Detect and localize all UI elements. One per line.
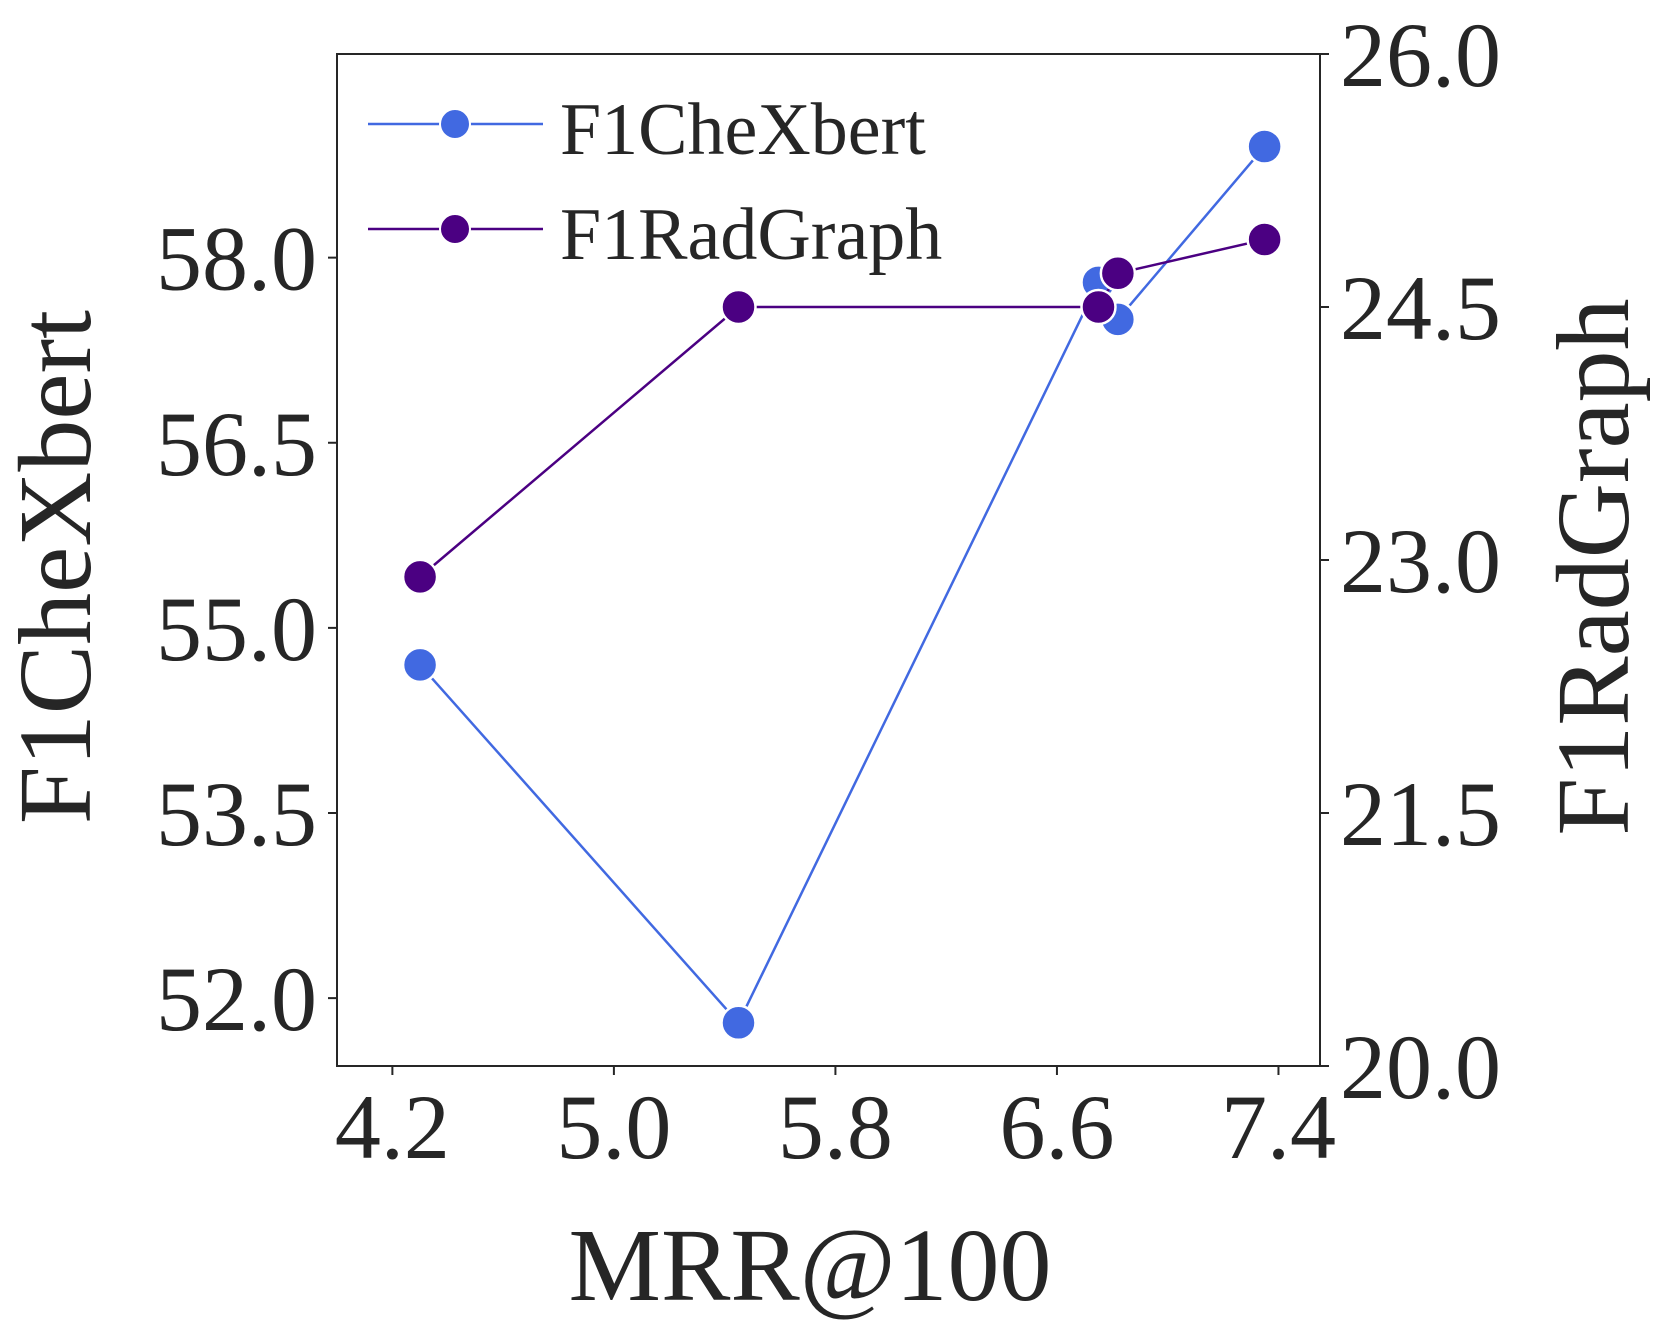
legend: F1CheXbert F1RadGraph xyxy=(368,89,942,276)
y-right-tick-label: 26.0 xyxy=(1340,4,1501,106)
axes-layer: 4.2 5.0 5.8 6.6 7.4 52.0 53.5 55.0 56.5 58.0 20.0 2… xyxy=(156,4,1501,1178)
y-left-tick-label: 53.5 xyxy=(156,763,317,865)
data-point-f1chexbert xyxy=(401,646,439,684)
y-left-axis-title: F1CheXbert xyxy=(0,310,113,824)
x-tick-label: 7.4 xyxy=(1221,1076,1336,1178)
y-right-tick-label: 23.0 xyxy=(1340,510,1501,612)
data-point-f1chexbert xyxy=(1246,128,1283,165)
y-left-tick-label: 55.0 xyxy=(156,578,317,680)
x-tick-label: 5.0 xyxy=(556,1076,671,1178)
y-right-tick-label: 24.5 xyxy=(1340,257,1501,359)
y-right-tick-label: 20.0 xyxy=(1340,1016,1501,1118)
x-tick-label: 5.8 xyxy=(778,1076,893,1178)
legend-marker-f1chexbert xyxy=(439,108,471,140)
y-left-tick-label: 58.0 xyxy=(156,208,317,310)
x-tick-label: 4.2 xyxy=(335,1076,450,1178)
x-axis-title: MRR@100 xyxy=(569,1208,1052,1323)
y-right-tick-label: 21.5 xyxy=(1340,763,1501,865)
data-point-f1radgraph xyxy=(720,288,757,326)
data-point-f1chexbert xyxy=(720,1004,757,1042)
y-right-axis-title: F1RadGraph xyxy=(1536,298,1651,835)
x-tick-label: 6.6 xyxy=(999,1076,1114,1178)
y-left-tick-label: 56.5 xyxy=(156,393,317,495)
data-point-f1radgraph xyxy=(1099,255,1137,292)
series-layer xyxy=(401,128,1283,1042)
data-point-f1radgraph xyxy=(1080,288,1117,326)
legend-marker-f1radgraph xyxy=(439,213,471,245)
legend-label-f1chexbert: F1CheXbert xyxy=(560,89,926,171)
data-point-f1radgraph xyxy=(401,558,439,596)
y-left-tick-label: 52.0 xyxy=(156,948,317,1050)
legend-label-f1radgraph: F1RadGraph xyxy=(560,194,942,276)
data-point-f1radgraph xyxy=(1246,221,1283,258)
